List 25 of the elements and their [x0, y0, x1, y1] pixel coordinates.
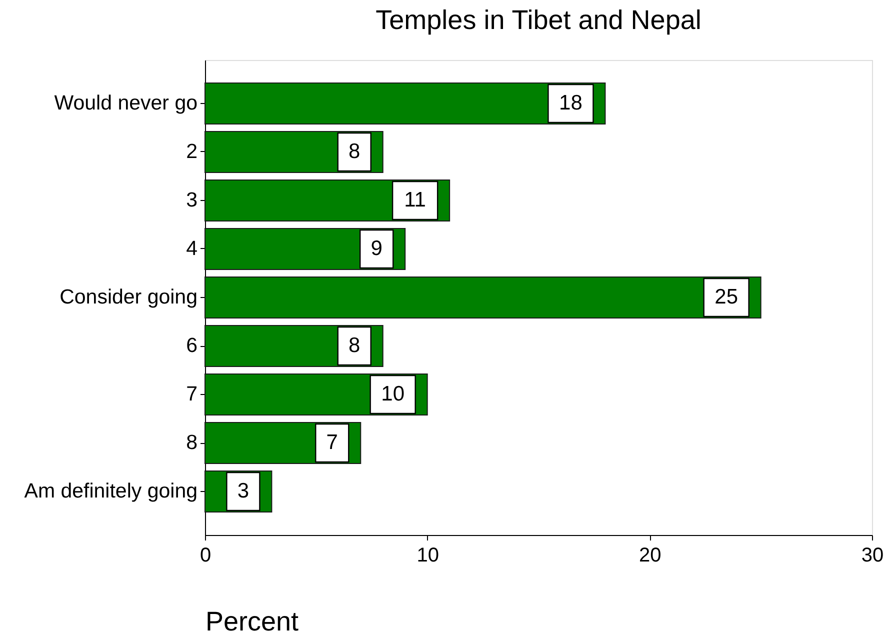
x-tick-label: 0 [200, 544, 212, 566]
data-label: 18 [559, 91, 582, 114]
data-label: 8 [348, 140, 360, 163]
x-axis-title: Percent [206, 606, 300, 636]
data-label: 3 [237, 480, 250, 503]
x-tick-label: 30 [861, 544, 884, 566]
y-tick-label: 3 [186, 188, 198, 212]
data-label: 8 [348, 334, 360, 358]
y-tick-label: 2 [186, 140, 198, 163]
x-tick-label: 10 [416, 544, 439, 566]
bar [204, 276, 762, 318]
x-tick-label: 20 [639, 544, 662, 566]
data-label: 11 [404, 188, 426, 212]
chart-title: Temples in Tibet and Nepal [376, 5, 702, 35]
y-tick-label: 7 [186, 382, 198, 406]
y-tick-label: Would never go [54, 91, 198, 114]
data-label: 9 [370, 236, 382, 260]
y-tick-label: 8 [186, 431, 198, 454]
data-label: 10 [381, 382, 405, 406]
data-label: 25 [714, 286, 738, 308]
y-tick-label: Consider going [60, 286, 198, 308]
y-tick-label: 6 [186, 334, 198, 358]
data-label: 7 [326, 431, 338, 454]
y-tick-label: 4 [186, 236, 198, 260]
y-tick-label: Am definitely going [24, 480, 198, 503]
